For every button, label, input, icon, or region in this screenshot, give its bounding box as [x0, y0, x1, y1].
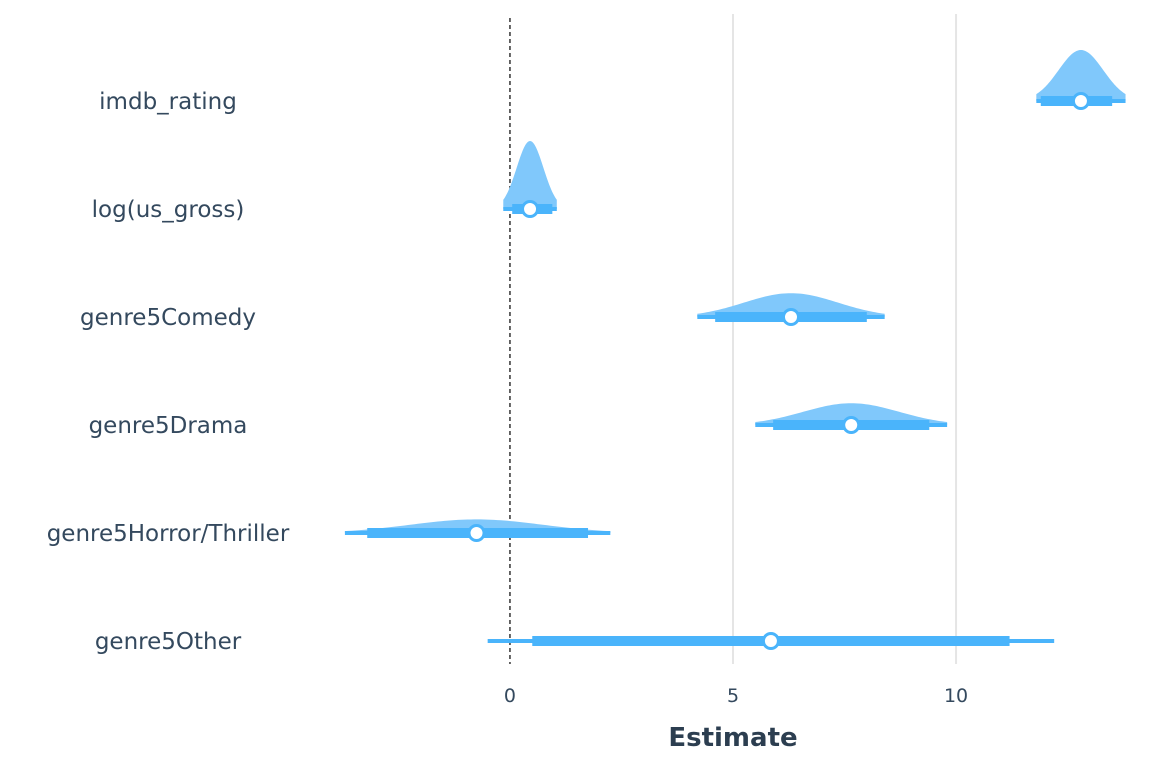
- density-imdb_rating: [1036, 50, 1126, 101]
- category-label: genre5Other: [95, 629, 242, 655]
- point-estimate: [1071, 92, 1090, 110]
- density-genre5Drama: [755, 403, 948, 425]
- point-estimate: [781, 308, 800, 326]
- x-axis-title: Estimate: [668, 723, 797, 753]
- x-tick-label: 10: [944, 685, 968, 707]
- point-estimate: [761, 632, 780, 650]
- point-estimate: [521, 200, 540, 218]
- category-label: log(us_gross): [92, 197, 245, 223]
- category-labels: imdb_rating log(us_gross) genre5Comedy genr…: [47, 89, 290, 655]
- point-estimate: [467, 524, 486, 542]
- x-tick-label: 5: [727, 685, 739, 707]
- category-label: genre5Horror/Thriller: [47, 521, 290, 547]
- grid-lines: [509, 14, 958, 664]
- category-label: genre5Drama: [89, 413, 248, 439]
- density-genre5Comedy: [697, 293, 885, 317]
- x-tick-label: 0: [504, 685, 516, 707]
- point-estimate: [842, 416, 861, 434]
- category-label: imdb_rating: [99, 89, 237, 115]
- density-log(us_gross): [503, 141, 557, 209]
- category-label: genre5Comedy: [80, 305, 256, 331]
- x-axis-ticks: 0 5 10: [504, 685, 968, 707]
- plot-marks: [344, 50, 1126, 650]
